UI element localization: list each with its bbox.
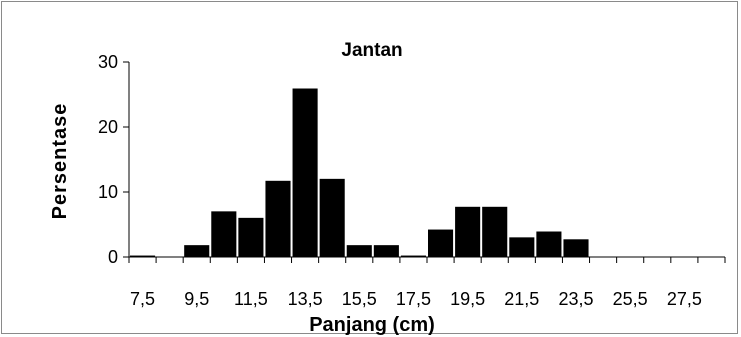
x-tick-label: 27,5 <box>667 289 702 309</box>
bar <box>535 230 563 258</box>
bar <box>372 244 400 258</box>
y-tick-label: 0 <box>108 247 118 267</box>
x-tick-label: 13,5 <box>288 289 323 309</box>
y-tick-label: 30 <box>98 52 118 72</box>
bar <box>454 205 482 258</box>
x-axis-title: Panjang (cm) <box>309 314 435 336</box>
x-tick-label: 25,5 <box>613 289 648 309</box>
bar <box>210 210 238 258</box>
x-tick-label: 15,5 <box>342 289 377 309</box>
bar <box>264 179 292 258</box>
bar <box>481 205 509 258</box>
x-tick-label: 9,5 <box>184 289 209 309</box>
bar <box>318 177 346 258</box>
x-tick-label: 19,5 <box>450 289 485 309</box>
bar <box>508 236 536 258</box>
x-tick-label: 21,5 <box>504 289 539 309</box>
chart-title: Jantan <box>341 40 402 61</box>
bar <box>237 216 265 258</box>
x-tick-label: 23,5 <box>558 289 593 309</box>
bar <box>427 228 455 258</box>
bar <box>562 238 590 258</box>
x-tick-label: 11,5 <box>234 289 268 309</box>
y-tick-label: 20 <box>98 117 118 137</box>
bar <box>291 87 319 258</box>
y-tick-label: 10 <box>98 182 118 202</box>
bar <box>183 244 211 258</box>
bar <box>345 244 373 258</box>
x-tick-label: 17,5 <box>396 289 431 309</box>
x-tick-label: 7,5 <box>130 289 155 309</box>
y-axis-title: Persentase <box>49 103 71 220</box>
